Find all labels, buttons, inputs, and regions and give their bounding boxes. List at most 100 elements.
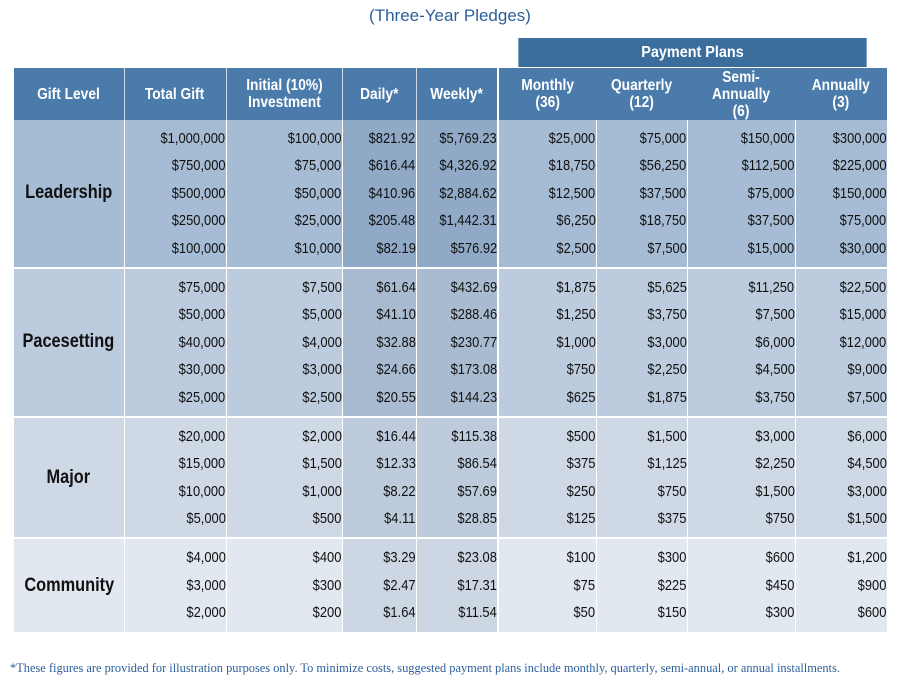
table-cell: $1,500 [847, 510, 887, 528]
col-header-daily: Daily* [342, 68, 417, 120]
table-cell: $75 [573, 576, 596, 594]
table-cell: $3,750 [755, 388, 795, 406]
column-weekly: $432.69 $288.46 $230.77 $173.08 $144.23 [416, 267, 499, 418]
table-cell: $40,000 [178, 333, 226, 351]
table-cell: $50,000 [294, 184, 342, 202]
table-cell: $3.29 [383, 549, 416, 567]
table-body: Leadership $1,000,000 $750,000 $500,000 $250… [14, 120, 888, 634]
table-cell: $2,000 [186, 604, 226, 622]
table-cell: $15,000 [178, 455, 226, 473]
table-cell: $173.08 [450, 361, 497, 379]
table-cell: $144.23 [450, 388, 497, 406]
table-cell: $1,875 [647, 388, 687, 406]
table-cell: $2,250 [755, 455, 795, 473]
column-total-gift: $4,000 $3,000 $2,000 [124, 538, 227, 634]
table-cell: $32.88 [376, 333, 416, 351]
column-semi-annually: $150,000 $112,500 $75,000 $37,500 $15,000 [687, 120, 796, 269]
table-cell: $75,000 [294, 157, 342, 175]
table-cell: $5,000 [186, 510, 226, 528]
table-cell: $1,500 [755, 482, 795, 500]
table-cell: $10,000 [178, 482, 226, 500]
table-cell: $1,000 [556, 333, 596, 351]
table-cell: $750 [566, 361, 596, 379]
table-cell: $5,769.23 [439, 130, 497, 147]
table-cell: $7,500 [755, 306, 795, 324]
table-cell: $2,500 [302, 388, 342, 406]
column-initial-investment: $2,000 $1,500 $1,000 $500 [226, 416, 343, 540]
table-cell: $24.66 [376, 361, 416, 379]
column-total-gift: $75,000 $50,000 $40,000 $30,000 $25,000 [124, 267, 227, 418]
table-cell: $23.08 [457, 549, 497, 567]
page-title: (Three-Year Pledges) [369, 6, 531, 25]
table-cell: $61.64 [376, 278, 416, 296]
table-cell: $100 [566, 549, 596, 567]
column-daily: $16.44 $12.33 $8.22 $4.11 [342, 416, 417, 540]
table-cell: $1,000 [302, 482, 342, 500]
column-monthly: $1,875 $1,250 $1,000 $750 $625 [498, 267, 597, 418]
column-annually: $300,000 $225,000 $150,000 $75,000 $30,000 [795, 120, 888, 269]
column-monthly: $500 $375 $250 $125 [498, 416, 597, 540]
table-cell: $125 [566, 510, 596, 528]
column-daily: $821.92 $616.44 $410.96 $205.48 $82.19 [342, 120, 417, 269]
table-cell: $1,250 [556, 306, 596, 324]
table-cell: $250,000 [171, 212, 226, 230]
table-cell: $20.55 [376, 388, 416, 406]
table-cell: $450 [765, 576, 795, 594]
table-cell: $225 [657, 576, 687, 594]
table-cell: $1,125 [647, 455, 687, 473]
table-cell: $3,000 [847, 482, 887, 500]
table-cell: $2,500 [556, 239, 596, 257]
table-cell: $50,000 [178, 306, 226, 324]
table-cell: $300,000 [832, 130, 887, 147]
table-cell: $205.48 [368, 212, 416, 230]
table-cell: $4,500 [847, 455, 887, 473]
table-cell: $25,000 [294, 212, 342, 230]
table-cell: $75,000 [639, 130, 687, 147]
table-cell: $750 [765, 510, 795, 528]
table-cell: $22,500 [839, 278, 887, 296]
table-cell: $900 [857, 576, 887, 594]
column-initial-investment: $7,500 $5,000 $4,000 $3,000 $2,500 [226, 267, 343, 418]
table-cell: $20,000 [178, 427, 226, 445]
table-cell: $821.92 [368, 130, 416, 147]
column-semi-annually: $11,250 $7,500 $6,000 $4,500 $3,750 [687, 267, 796, 418]
table-cell: $1,875 [556, 278, 596, 296]
column-initial-investment: $100,000 $75,000 $50,000 $25,000 $10,000 [226, 120, 343, 269]
table-cell: $4,000 [186, 549, 226, 567]
table-cell: $75,000 [839, 212, 887, 230]
table-cell: $3,000 [647, 333, 687, 351]
column-monthly: $100 $75 $50 [498, 538, 597, 634]
table-row: Community $4,000 $3,000 $2,000 $400 $300 $200 $… [14, 538, 888, 634]
col-header-quarterly: Quarterly (12) [596, 68, 687, 120]
table-cell: $300 [765, 604, 795, 622]
table-cell: $576.92 [450, 239, 497, 257]
col-header-total-gift: Total Gift [124, 68, 227, 120]
gift-level-label: Major [14, 416, 125, 540]
col-header-gift-level: Gift Level [14, 68, 125, 120]
table-cell: $5,000 [302, 306, 342, 324]
table-cell: $12,500 [548, 184, 596, 202]
gift-level-label: Pacesetting [14, 267, 125, 418]
gift-level-label: Leadership [14, 120, 125, 269]
table-cell: $4,000 [302, 333, 342, 351]
table-cell: $1,500 [647, 427, 687, 445]
column-weekly: $23.08 $17.31 $11.54 [416, 538, 499, 634]
table-cell: $30,000 [178, 361, 226, 379]
table-cell: $432.69 [450, 278, 497, 296]
gift-level-label: Community [14, 538, 125, 634]
column-quarterly: $5,625 $3,750 $3,000 $2,250 $1,875 [596, 267, 688, 418]
table-row: Pacesetting $75,000 $50,000 $40,000 $30,000 $… [14, 267, 888, 418]
table-cell: $37,500 [639, 184, 687, 202]
table-cell: $6,000 [847, 427, 887, 445]
table-cell: $25,000 [178, 388, 226, 406]
table-cell: $375 [657, 510, 687, 528]
table-cell: $3,000 [755, 427, 795, 445]
table-cell: $15,000 [839, 306, 887, 324]
table-cell: $11.54 [458, 604, 497, 622]
table-row: Major $20,000 $15,000 $10,000 $5,000 $2,000 $1… [14, 416, 888, 540]
table-cell: $300 [657, 549, 687, 567]
column-daily: $61.64 $41.10 $32.88 $24.66 $20.55 [342, 267, 417, 418]
column-initial-investment: $400 $300 $200 [226, 538, 343, 634]
table-cell: $2,000 [302, 427, 342, 445]
footnote: *These figures are provided for illustra… [10, 661, 840, 675]
